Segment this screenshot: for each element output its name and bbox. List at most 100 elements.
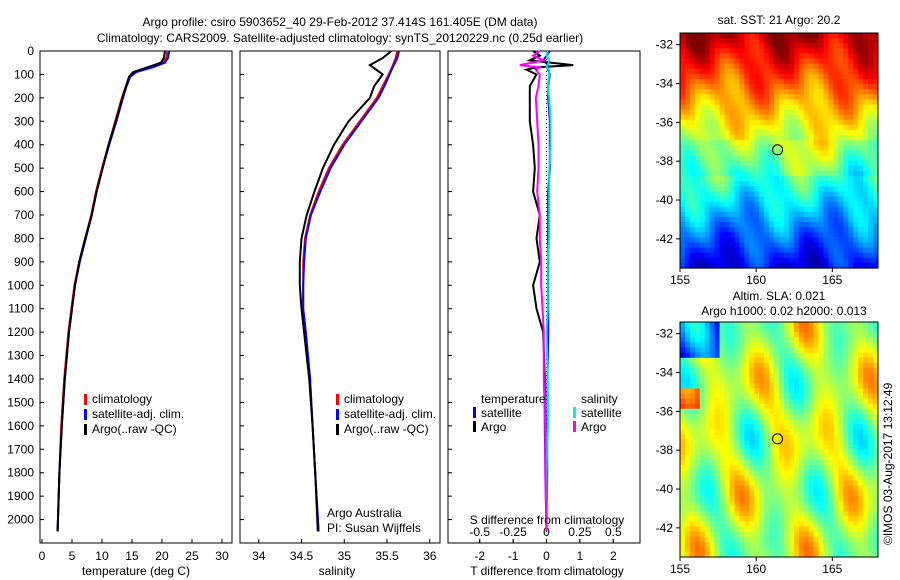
map-cell — [680, 444, 686, 451]
map-cell — [719, 135, 726, 141]
map-cell — [734, 227, 740, 233]
map-cell — [754, 181, 760, 187]
map-cell — [689, 145, 696, 152]
map-cell — [863, 201, 869, 208]
map-cell — [873, 79, 879, 85]
map-cell — [704, 38, 711, 44]
map-cell — [808, 500, 815, 507]
map-cell — [709, 242, 716, 249]
map-cell — [685, 500, 691, 507]
map-cell — [818, 237, 825, 243]
map-cell — [744, 459, 750, 466]
map-cell — [699, 516, 706, 522]
map-cell — [843, 191, 849, 198]
map-cell — [853, 444, 859, 451]
map-cell — [714, 342, 721, 349]
map-cell — [739, 43, 745, 49]
map-cell — [853, 119, 859, 126]
map-cell — [868, 378, 874, 384]
map-cell — [749, 541, 755, 548]
map-cell — [853, 332, 859, 338]
map-cell — [764, 145, 770, 152]
map-cell — [818, 232, 825, 238]
map-cell — [764, 43, 770, 49]
map-cell — [774, 58, 780, 65]
map-cell — [848, 495, 854, 502]
map-cell — [813, 551, 820, 558]
map-cell — [734, 216, 740, 223]
map-cell — [788, 155, 795, 162]
map-cell — [754, 490, 760, 497]
map-cell — [848, 181, 854, 187]
map-cell — [873, 257, 879, 264]
map-cell — [694, 73, 701, 80]
map-cell — [848, 196, 854, 203]
map-cell — [798, 89, 805, 95]
map-cell — [873, 419, 879, 425]
map-cell — [868, 500, 874, 507]
map-cell — [680, 109, 686, 116]
map-cell — [823, 48, 829, 54]
map-cell — [744, 73, 750, 80]
map-cell — [734, 155, 740, 162]
map-cell — [853, 393, 859, 400]
map-cell — [803, 414, 810, 420]
map-cell — [759, 419, 765, 425]
map-cell — [744, 408, 750, 415]
map-cell — [744, 327, 750, 333]
map-cell — [714, 357, 721, 364]
map-cell — [769, 531, 775, 538]
map-cell — [774, 424, 780, 430]
map-cell — [853, 454, 859, 461]
map-cell — [724, 414, 730, 420]
map-cell — [838, 419, 844, 425]
map-cell — [813, 160, 820, 167]
map-cell — [774, 500, 780, 507]
map-cell — [699, 140, 706, 146]
map-cell — [858, 196, 864, 203]
map-cell — [729, 150, 735, 157]
map-cell — [858, 125, 864, 131]
map-cell — [719, 140, 726, 146]
map-cell — [858, 378, 864, 384]
map-cell — [774, 43, 780, 49]
map-cell — [699, 546, 706, 553]
map-cell — [764, 227, 770, 233]
map-cell — [858, 53, 864, 60]
map-cell — [759, 551, 765, 558]
map-cell — [793, 449, 800, 456]
map-cell — [798, 211, 805, 218]
map-cell — [784, 337, 790, 343]
map-cell — [774, 145, 780, 152]
map-cell — [853, 181, 859, 187]
map-cell — [744, 541, 750, 548]
map-cell — [774, 130, 780, 136]
map-cell — [685, 505, 691, 512]
map-cell — [685, 160, 691, 167]
map-cell — [699, 114, 706, 121]
map-cell — [774, 140, 780, 146]
map-cell — [863, 511, 869, 517]
map-cell — [848, 485, 854, 492]
map-cell — [759, 170, 765, 177]
map-cell — [843, 347, 849, 354]
map-cell — [803, 181, 810, 187]
map-cell — [764, 495, 770, 502]
map-cell — [828, 262, 834, 269]
map-cell — [784, 109, 790, 116]
map-cell — [803, 170, 810, 177]
map-cell — [719, 475, 726, 481]
map-cell — [729, 439, 735, 446]
map-cell — [833, 73, 839, 80]
map-cell — [764, 459, 770, 466]
map-cell — [823, 125, 829, 131]
map-cell — [689, 176, 696, 182]
map-cell — [784, 439, 790, 446]
map-cell — [798, 516, 805, 522]
map-cell — [699, 68, 706, 75]
map-cell — [749, 165, 755, 172]
map-cell — [853, 73, 859, 80]
map-cell — [788, 500, 795, 507]
map-cell — [863, 332, 869, 338]
map-cell — [764, 170, 770, 177]
